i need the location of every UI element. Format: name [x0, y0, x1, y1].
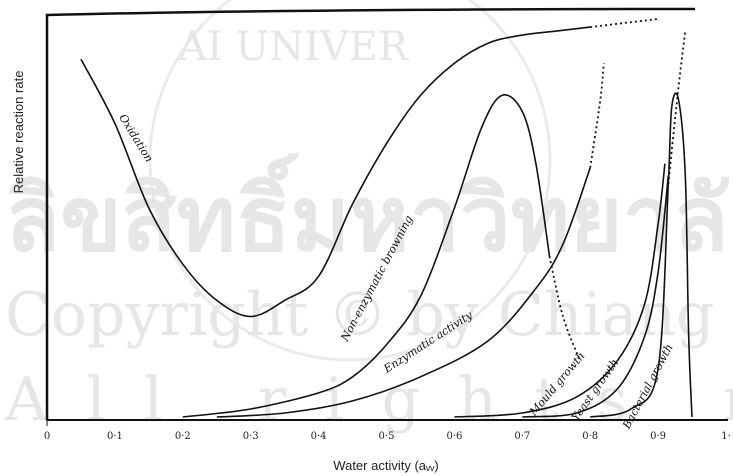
watermark-seal-text: AI UNIVER [177, 24, 410, 70]
series-dotted-extension-non-enzymatic-browning [548, 256, 581, 362]
series-non-enzymatic-browning [182, 94, 581, 418]
x-tick-group: 0 0·1 0·2 0·3 0·4 0·5 0·6 0·7 0·8 0·9 1· [44, 431, 731, 442]
watermark-line-1: ลิขสิทธิ์มหาวิทยาลัยเชียงใหม่ [5, 153, 733, 272]
series-line-bacterial-growth [590, 92, 693, 418]
x-axis-title: Water activity (aᵥᵥ) [333, 458, 438, 473]
x-tick-label: 0·2 [175, 431, 191, 442]
y-axis-title: Relative reaction rate [11, 71, 26, 194]
series-dotted-extension-bacterial-growth [667, 30, 687, 184]
plot-frame [45, 7, 696, 420]
series-mould-growth [454, 163, 666, 418]
series-line-mould-growth [454, 163, 666, 418]
series-line-oxidation [80, 26, 591, 318]
series-bacterial-growth [590, 30, 693, 418]
x-tick-label: 1· [721, 431, 731, 442]
series-line-yeast-growth [522, 175, 670, 418]
watermark-layer: AI UNIVER ลิขสิทธิ์มหาวิทยาลัยเชียงใหม่ … [4, 0, 733, 435]
x-tick-label: 0·4 [311, 431, 327, 442]
x-tick-label: 0 [44, 431, 50, 442]
series-oxidation [80, 18, 659, 318]
watermark-seal-ring [148, 0, 552, 362]
x-tick-label: 0·1 [107, 431, 123, 442]
x-tick-label: 0·6 [446, 431, 462, 442]
series-dotted-extension-enzymatic-activity [589, 63, 605, 168]
plot-area [45, 7, 728, 426]
series-line-non-enzymatic-browning [182, 94, 551, 418]
series-enzymatic-activity [216, 63, 605, 418]
series-dotted-extension-oxidation [590, 18, 659, 28]
watermark-line-3: All rights reserved [4, 365, 733, 435]
series-yeast-growth [522, 175, 670, 418]
series-line-enzymatic-activity [216, 167, 591, 418]
x-tick-label: 0·3 [243, 431, 259, 442]
watermark-line-2: Copyright © by Chiang Mai University [5, 280, 733, 350]
x-tick-label: 0·5 [379, 431, 395, 442]
x-tick-label: 0·9 [650, 431, 666, 442]
x-tick-label: 0·8 [582, 431, 598, 442]
x-tick-label: 0·7 [514, 431, 530, 442]
